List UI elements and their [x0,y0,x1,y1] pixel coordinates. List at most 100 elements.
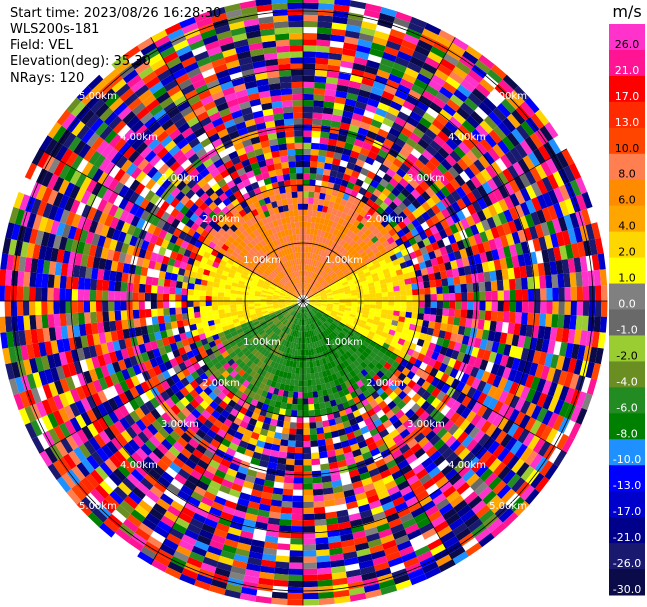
velocity-cell [282,311,289,316]
velocity-cell [395,343,404,351]
velocity-cell [227,358,236,367]
velocity-cell [358,273,366,280]
velocity-cell [356,222,365,230]
velocity-cell [338,308,345,312]
velocity-cell [419,411,430,422]
velocity-cell [490,64,507,80]
velocity-cell [369,427,380,437]
velocity-cell [421,457,434,469]
velocity-cell [485,423,498,437]
velocity-cell [360,368,369,377]
velocity-cell [344,98,357,107]
velocity-cell [349,239,356,247]
velocity-cell [103,427,116,441]
velocity-cell [413,78,428,90]
velocity-cell [140,546,157,560]
velocity-cell [176,411,187,422]
velocity-cell [190,370,200,380]
velocity-cell [291,348,296,356]
velocity-cell [382,51,397,63]
velocity-cell [245,367,253,375]
velocity-cell [366,130,378,140]
velocity-cell [427,79,443,92]
velocity-cell [311,385,318,392]
velocity-cell [414,545,431,557]
velocity-cell [369,243,377,251]
velocity-cell [508,381,519,396]
velocity-cell [432,264,440,274]
velocity-cell [321,475,332,483]
velocity-cell [325,309,332,314]
velocity-cell [149,397,161,409]
velocity-cell [444,121,458,134]
velocity-cell [298,312,301,319]
velocity-cell [320,324,326,331]
velocity-cell [52,460,67,477]
velocity-cell [386,333,394,341]
velocity-cell [254,350,261,358]
velocity-cell [436,353,446,363]
velocity-cell [421,527,437,540]
velocity-cell [385,318,393,325]
velocity-cell [411,199,422,209]
velocity-cell [384,323,392,330]
velocity-cell [260,565,275,574]
velocity-cell [524,213,535,228]
velocity-cell [5,269,13,286]
velocity-cell [466,203,477,216]
velocity-cell [490,280,498,292]
velocity-cell [385,40,402,51]
velocity-cell [564,387,576,404]
velocity-cell [460,79,476,93]
velocity-cell [366,462,378,472]
velocity-cell [157,315,165,324]
velocity-cell [321,316,327,322]
velocity-cell [337,262,344,269]
velocity-cell [517,335,526,348]
velocity-cell [312,322,317,329]
velocity-cell [447,252,456,262]
velocity-cell [385,409,395,420]
velocity-cell [555,355,566,371]
velocity-cell [438,263,446,272]
velocity-cell [419,473,432,485]
velocity-cell [395,409,405,420]
velocity-cell [399,261,408,269]
velocity-cell [482,349,492,362]
velocity-cell [325,444,335,452]
velocity-cell [176,274,184,282]
velocity-cell [290,526,303,533]
velocity-cell [349,313,356,318]
velocity-cell [377,128,389,139]
velocity-cell [532,238,542,252]
velocity-cell [201,409,211,420]
velocity-cell [419,180,430,191]
velocity-cell [249,545,264,554]
velocity-cell [263,541,278,550]
velocity-cell [334,268,341,275]
velocity-cell [373,316,381,322]
velocity-cell [515,278,522,290]
velocity-cell [529,419,542,435]
velocity-cell [122,518,139,533]
velocity-cell [485,165,498,179]
velocity-cell [138,522,154,536]
velocity-cell [237,376,246,385]
velocity-cell [401,551,417,563]
velocity-cell [353,536,368,546]
velocity-cell [369,254,377,262]
velocity-cell [163,286,170,294]
velocity-cell [414,432,426,443]
velocity-cell [351,292,358,296]
velocity-cell [419,67,434,80]
velocity-cell [306,221,312,229]
velocity-cell [258,382,266,390]
velocity-cell [458,141,471,155]
velocity-cell [293,304,299,310]
velocity-cell [509,90,525,106]
velocity-cell [343,271,351,277]
velocity-cell [414,45,431,57]
velocity-cell [416,215,426,225]
velocity-cell [323,168,331,176]
velocity-cell [259,571,275,580]
